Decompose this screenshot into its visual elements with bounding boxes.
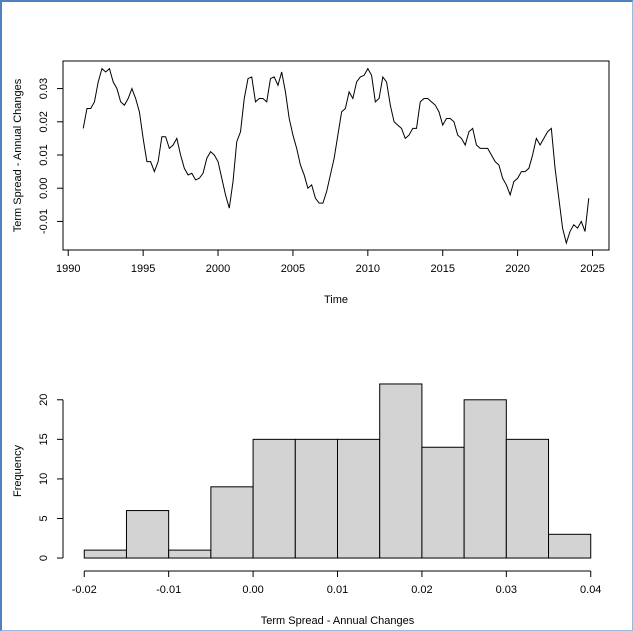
x-tick-label: 2015: [430, 263, 454, 275]
x-tick-label: 2010: [356, 263, 380, 275]
bar: [210, 486, 254, 559]
y-axis-label: Frequency: [12, 445, 24, 497]
y-tick-label: 0.02: [38, 111, 50, 132]
x-tick-label: 0.01: [327, 584, 348, 596]
x-tick-label: 0.04: [580, 584, 601, 596]
x-tick-label: 0.00: [242, 584, 263, 596]
y-tick-label: 0: [38, 555, 50, 561]
bar: [252, 438, 296, 559]
bar: [125, 510, 170, 559]
y-tick-label: 20: [38, 394, 50, 406]
x-tick-label: -0.01: [156, 584, 181, 596]
x-tick-label: 2025: [580, 263, 604, 275]
y-tick-label: 10: [38, 473, 50, 485]
plot-box: [62, 60, 610, 251]
x-tick-label: 1990: [56, 263, 80, 275]
x-tick-label: 1995: [131, 263, 155, 275]
y-tick-label: -0.01: [38, 209, 50, 234]
x-tick-label: 2005: [281, 263, 305, 275]
y-axis-label: Term Spread - Annual Changes: [12, 78, 24, 232]
x-axis-label: Term Spread - Annual Changes: [261, 615, 415, 627]
x-tick-label: 2020: [505, 263, 529, 275]
x-axis-label: Time: [324, 294, 348, 306]
x-tick-label: -0.02: [72, 584, 97, 596]
y-tick-label: 0.01: [38, 144, 50, 165]
bar: [294, 438, 339, 559]
bar: [337, 438, 381, 559]
x-tick-label: 0.03: [496, 584, 517, 596]
y-tick-label: 5: [38, 515, 50, 521]
y-tick-label: 0.00: [38, 178, 50, 199]
y-tick-label: 15: [38, 433, 50, 445]
bar: [168, 549, 212, 559]
bar: [463, 399, 507, 559]
x-tick-label: 2000: [206, 263, 230, 275]
bar: [505, 438, 550, 559]
bar: [83, 549, 127, 559]
series-line: [82, 67, 590, 245]
bar: [379, 383, 423, 559]
bar: [548, 533, 592, 559]
y-tick-label: 0.03: [38, 78, 50, 99]
x-tick-label: 0.02: [411, 584, 432, 596]
bar: [421, 446, 465, 559]
